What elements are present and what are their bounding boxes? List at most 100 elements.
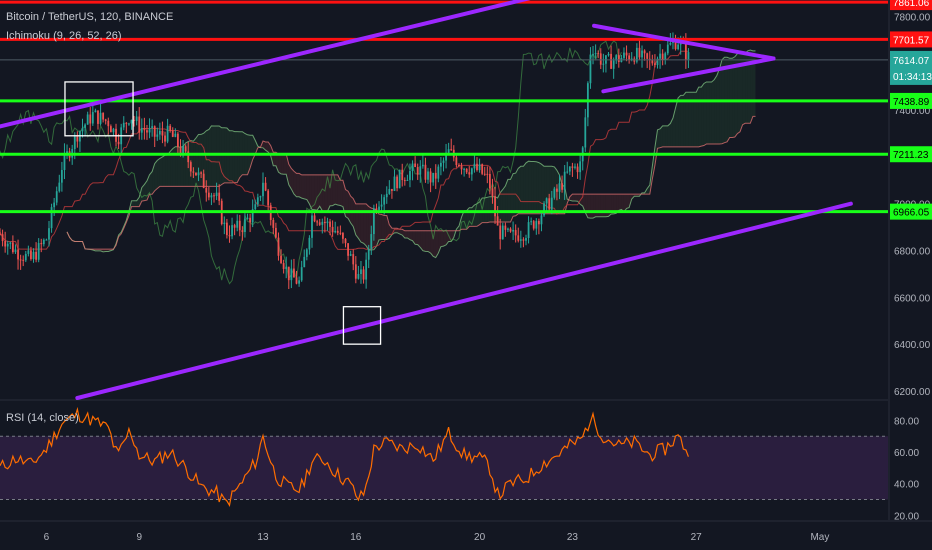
candle-body xyxy=(9,242,12,244)
candle-body xyxy=(277,237,280,256)
candle-body xyxy=(0,234,1,236)
candle-body xyxy=(507,228,509,230)
current-price-tag-bg xyxy=(890,50,932,85)
countdown-tag: 01:34:13 xyxy=(893,72,932,83)
candle-body xyxy=(519,239,522,241)
candle-body xyxy=(478,164,481,171)
candle-body xyxy=(300,267,303,281)
candle-body xyxy=(537,220,540,225)
candle-body xyxy=(499,225,502,240)
candle-body xyxy=(659,53,661,59)
candle-body xyxy=(483,173,486,175)
candle-body xyxy=(532,221,535,229)
candle-body xyxy=(195,172,197,176)
highlight-box-1 xyxy=(342,306,382,345)
candle-body xyxy=(329,221,331,227)
candle-body xyxy=(347,243,349,256)
candle-body xyxy=(339,232,342,234)
level-tag-2-bg xyxy=(890,92,932,109)
candle-body xyxy=(184,146,187,152)
candle-body xyxy=(210,195,213,198)
candle-body xyxy=(563,171,566,190)
candle-body xyxy=(367,248,370,260)
candle-body xyxy=(628,55,631,60)
candle-body xyxy=(656,58,659,66)
candle-body xyxy=(651,60,654,64)
candle-body xyxy=(169,125,172,131)
trendline-pennant-top xyxy=(592,23,776,61)
candle-body xyxy=(342,233,344,239)
candle-body xyxy=(643,50,646,54)
candle-body xyxy=(182,146,184,154)
candle-body xyxy=(231,225,233,237)
candle-body xyxy=(419,166,422,175)
candle-body xyxy=(470,168,473,175)
candle-body xyxy=(295,277,298,284)
candle-body xyxy=(267,190,270,206)
candle-body xyxy=(664,53,667,60)
candle-body xyxy=(365,259,368,280)
candle-body xyxy=(151,126,154,128)
candle-body xyxy=(654,63,656,66)
candle-body xyxy=(282,263,285,269)
candle-body xyxy=(45,239,48,241)
candle-body xyxy=(225,222,228,236)
candle-body xyxy=(97,110,99,124)
candle-body xyxy=(357,274,360,279)
candle-body xyxy=(370,234,373,249)
candle-body xyxy=(60,169,63,183)
candle-body xyxy=(215,192,218,197)
candle-body xyxy=(104,119,107,121)
candle-body xyxy=(303,256,306,268)
candle-body xyxy=(223,222,226,224)
level-tag-0-bg xyxy=(890,0,932,11)
candle-body xyxy=(122,122,125,128)
candle-body xyxy=(298,280,300,284)
level-tag-1: 7701.57 xyxy=(893,35,930,46)
rsi-tick-label: 60.00 xyxy=(894,448,919,459)
trendline-upper-channel xyxy=(0,0,531,129)
candle-body xyxy=(321,221,324,225)
candle-body xyxy=(517,235,520,241)
candle-body xyxy=(599,53,602,65)
candle-body xyxy=(421,164,424,167)
candle-body xyxy=(259,196,262,198)
candle-body xyxy=(326,221,329,224)
candle-body xyxy=(427,171,429,180)
candle-body xyxy=(677,44,680,50)
price-candles xyxy=(0,32,690,290)
candle-body xyxy=(81,127,84,132)
candle-body xyxy=(287,266,290,281)
candle-body xyxy=(574,166,576,168)
candle-body xyxy=(383,197,386,205)
candle-body xyxy=(447,149,450,153)
level-tag-0: 7861.06 xyxy=(893,0,930,9)
symbol-title: Bitcoin / TetherUS, 120, BINANCE xyxy=(6,11,174,23)
price-tick-label: 7800.00 xyxy=(894,12,931,23)
rsi-tick-label: 80.00 xyxy=(894,416,919,427)
candle-body xyxy=(238,220,241,231)
candle-body xyxy=(200,172,203,174)
candle-body xyxy=(416,167,419,175)
candle-body xyxy=(545,198,548,204)
candle-body xyxy=(661,53,664,60)
candle-body xyxy=(388,188,391,194)
candle-body xyxy=(218,192,221,201)
candle-body xyxy=(460,165,463,170)
candle-body xyxy=(458,164,460,166)
candle-body xyxy=(207,192,210,198)
candle-body xyxy=(27,250,30,254)
candle-body xyxy=(409,171,411,180)
candle-body xyxy=(385,193,388,198)
candle-body xyxy=(625,52,628,56)
price-tick-label: 7400.00 xyxy=(894,106,931,117)
candle-body xyxy=(11,242,14,253)
candle-body xyxy=(158,130,161,135)
candle-body xyxy=(610,53,612,69)
price-axis-background xyxy=(890,0,932,520)
candle-body xyxy=(143,128,146,131)
candle-body xyxy=(607,53,610,56)
candle-body xyxy=(352,254,355,265)
rsi-tick-label: 40.00 xyxy=(894,480,919,491)
